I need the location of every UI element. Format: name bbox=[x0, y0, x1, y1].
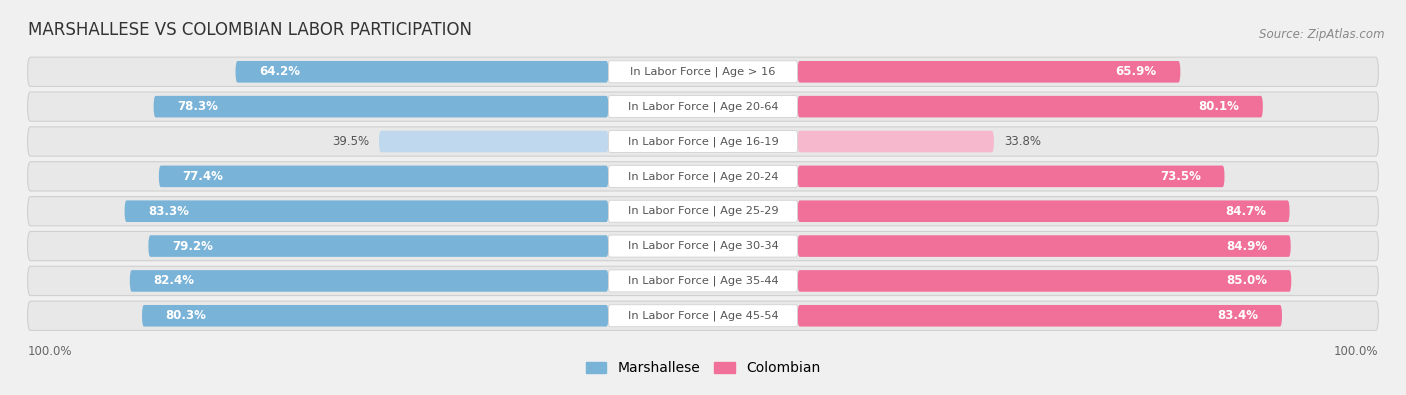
FancyBboxPatch shape bbox=[609, 305, 797, 327]
Text: 83.3%: 83.3% bbox=[148, 205, 188, 218]
Text: In Labor Force | Age 16-19: In Labor Force | Age 16-19 bbox=[627, 136, 779, 147]
FancyBboxPatch shape bbox=[609, 200, 797, 222]
Text: In Labor Force | Age 20-64: In Labor Force | Age 20-64 bbox=[627, 102, 779, 112]
Text: In Labor Force | Age 45-54: In Labor Force | Age 45-54 bbox=[627, 310, 779, 321]
Text: In Labor Force | Age 25-29: In Labor Force | Age 25-29 bbox=[627, 206, 779, 216]
FancyBboxPatch shape bbox=[797, 96, 1263, 117]
Text: 85.0%: 85.0% bbox=[1226, 275, 1268, 288]
FancyBboxPatch shape bbox=[28, 92, 1378, 121]
FancyBboxPatch shape bbox=[129, 270, 609, 292]
FancyBboxPatch shape bbox=[797, 305, 1282, 327]
Text: In Labor Force | Age 30-34: In Labor Force | Age 30-34 bbox=[627, 241, 779, 251]
FancyBboxPatch shape bbox=[142, 305, 609, 327]
FancyBboxPatch shape bbox=[28, 162, 1378, 191]
Text: Source: ZipAtlas.com: Source: ZipAtlas.com bbox=[1260, 28, 1385, 41]
FancyBboxPatch shape bbox=[159, 166, 609, 187]
Text: MARSHALLESE VS COLOMBIAN LABOR PARTICIPATION: MARSHALLESE VS COLOMBIAN LABOR PARTICIPA… bbox=[28, 21, 471, 39]
Text: 73.5%: 73.5% bbox=[1160, 170, 1201, 183]
Text: 84.9%: 84.9% bbox=[1226, 239, 1267, 252]
Text: In Labor Force | Age 35-44: In Labor Force | Age 35-44 bbox=[627, 276, 779, 286]
FancyBboxPatch shape bbox=[797, 61, 1181, 83]
FancyBboxPatch shape bbox=[28, 57, 1378, 87]
FancyBboxPatch shape bbox=[797, 270, 1291, 292]
Legend: Marshallese, Colombian: Marshallese, Colombian bbox=[586, 361, 820, 375]
Text: 79.2%: 79.2% bbox=[172, 239, 212, 252]
FancyBboxPatch shape bbox=[28, 301, 1378, 330]
FancyBboxPatch shape bbox=[236, 61, 609, 83]
FancyBboxPatch shape bbox=[797, 166, 1225, 187]
FancyBboxPatch shape bbox=[380, 131, 609, 152]
FancyBboxPatch shape bbox=[28, 197, 1378, 226]
FancyBboxPatch shape bbox=[28, 266, 1378, 295]
FancyBboxPatch shape bbox=[609, 235, 797, 257]
Text: 65.9%: 65.9% bbox=[1115, 65, 1157, 78]
FancyBboxPatch shape bbox=[797, 235, 1291, 257]
FancyBboxPatch shape bbox=[153, 96, 609, 117]
Text: 100.0%: 100.0% bbox=[28, 345, 72, 358]
Text: 33.8%: 33.8% bbox=[1004, 135, 1040, 148]
Text: 77.4%: 77.4% bbox=[183, 170, 224, 183]
FancyBboxPatch shape bbox=[609, 270, 797, 292]
FancyBboxPatch shape bbox=[797, 131, 994, 152]
FancyBboxPatch shape bbox=[609, 130, 797, 152]
FancyBboxPatch shape bbox=[149, 235, 609, 257]
Text: 64.2%: 64.2% bbox=[259, 65, 299, 78]
Text: In Labor Force | Age 20-24: In Labor Force | Age 20-24 bbox=[627, 171, 779, 182]
FancyBboxPatch shape bbox=[28, 127, 1378, 156]
FancyBboxPatch shape bbox=[125, 200, 609, 222]
Text: 100.0%: 100.0% bbox=[1334, 345, 1378, 358]
Text: 83.4%: 83.4% bbox=[1218, 309, 1258, 322]
Text: 80.1%: 80.1% bbox=[1198, 100, 1239, 113]
Text: 39.5%: 39.5% bbox=[332, 135, 368, 148]
FancyBboxPatch shape bbox=[609, 96, 797, 118]
Text: 80.3%: 80.3% bbox=[166, 309, 207, 322]
FancyBboxPatch shape bbox=[28, 231, 1378, 261]
Text: In Labor Force | Age > 16: In Labor Force | Age > 16 bbox=[630, 66, 776, 77]
FancyBboxPatch shape bbox=[609, 166, 797, 187]
Text: 78.3%: 78.3% bbox=[177, 100, 218, 113]
Text: 82.4%: 82.4% bbox=[153, 275, 194, 288]
FancyBboxPatch shape bbox=[609, 61, 797, 83]
Text: 84.7%: 84.7% bbox=[1225, 205, 1265, 218]
FancyBboxPatch shape bbox=[797, 200, 1289, 222]
